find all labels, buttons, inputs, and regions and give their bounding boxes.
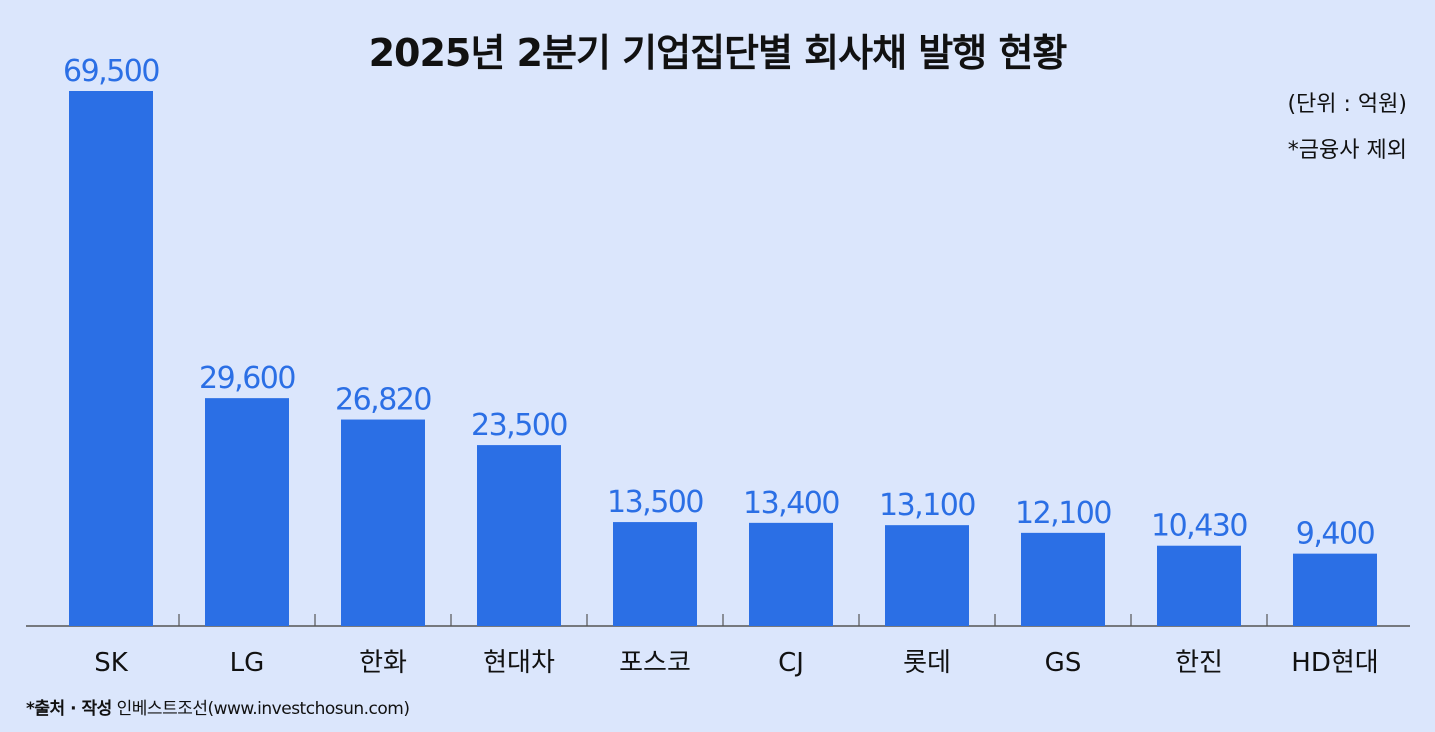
value-label: 69,500	[63, 54, 159, 89]
value-label: 13,500	[607, 485, 703, 520]
value-label: 23,500	[471, 408, 567, 443]
category-label: 한진	[1175, 648, 1223, 678]
category-label: GS	[1045, 648, 1082, 678]
bar	[749, 522, 833, 626]
value-label: 13,400	[743, 486, 839, 521]
category-label: 현대차	[483, 648, 555, 678]
category-label: 롯데	[903, 648, 951, 678]
bar	[1021, 532, 1105, 626]
source-note: *출처 · 작성 인베스트조선(www.investchosun.com)	[26, 694, 410, 719]
bar	[1157, 545, 1241, 626]
bar	[205, 398, 289, 626]
value-label: 29,600	[199, 361, 295, 396]
category-label: 한화	[359, 648, 407, 678]
value-label: 12,100	[1015, 496, 1111, 531]
category-label: CJ	[778, 648, 804, 678]
bar	[341, 419, 425, 626]
bar	[613, 522, 697, 626]
source-label: *출처 · 작성	[26, 699, 112, 719]
chart-title: 2025년 2분기 기업집단별 회사채 발행 현황	[368, 31, 1068, 75]
exclusion-note: *금융사 제외	[1287, 138, 1407, 163]
category-label: LG	[230, 648, 265, 678]
category-label: HD현대	[1291, 648, 1378, 678]
bar	[1293, 553, 1377, 626]
value-label: 10,430	[1151, 509, 1247, 544]
bar	[69, 91, 153, 626]
source-text: 인베스트조선(www.investchosun.com)	[116, 699, 410, 719]
category-label: 포스코	[619, 648, 691, 678]
bar	[477, 445, 561, 626]
value-label: 26,820	[335, 383, 431, 418]
category-label: SK	[94, 648, 129, 678]
value-label: 9,400	[1296, 517, 1375, 552]
bar	[885, 525, 969, 626]
value-label: 13,100	[879, 488, 975, 523]
unit-note: (단위 : 억원)	[1287, 92, 1407, 117]
